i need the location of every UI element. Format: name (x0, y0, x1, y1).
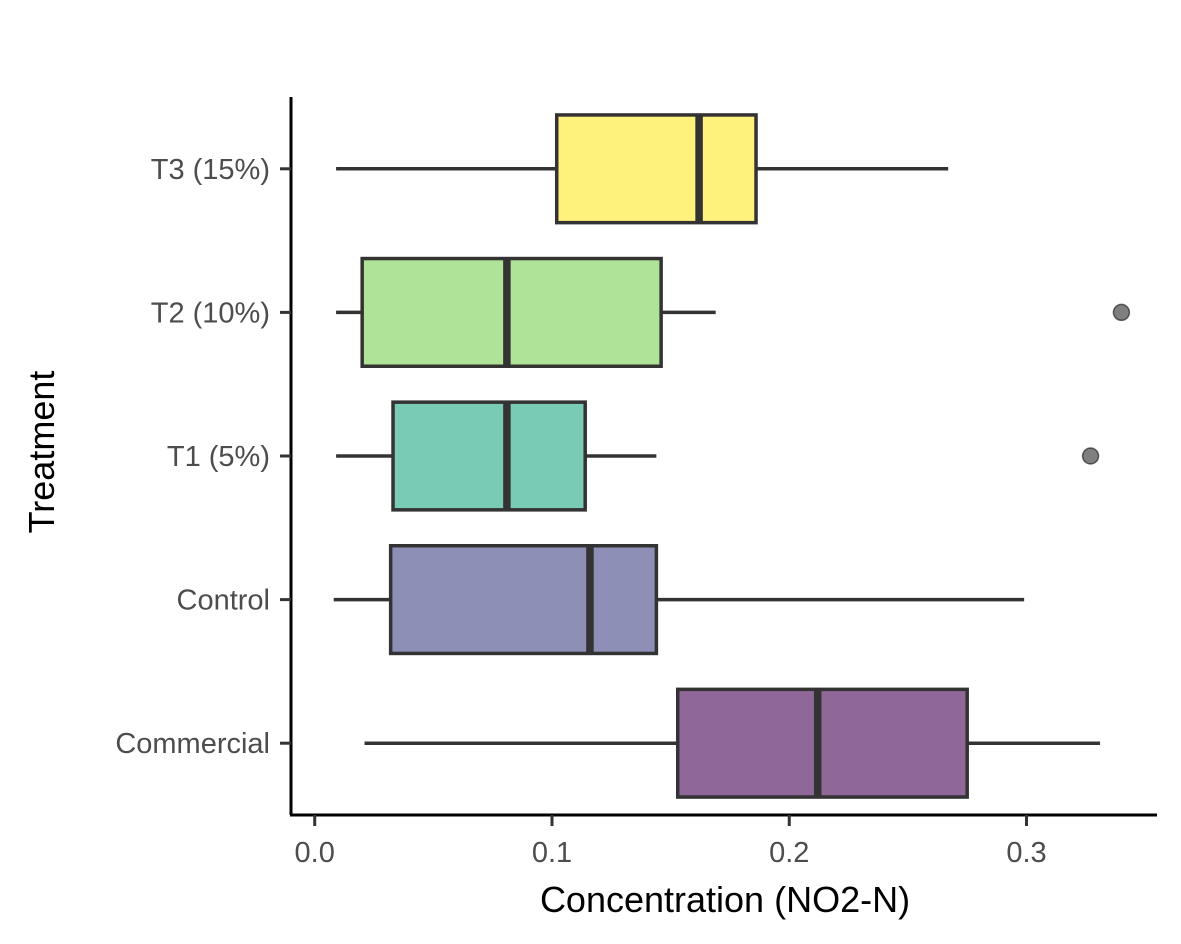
outlier-point (1112, 303, 1131, 322)
y-axis-title: Treatment (21, 371, 62, 534)
box-group (364, 687, 1101, 799)
box-group (333, 544, 1025, 656)
x-axis-title: Concentration (NO2-N) (540, 879, 910, 920)
box (675, 687, 969, 799)
y-axis-ticks: T3 (15%) T2 (10%) T1 (5%) Control Commercial (115, 154, 291, 760)
y-tick-label: Control (177, 585, 271, 617)
box (391, 400, 587, 512)
y-tick-label: Commercial (115, 728, 270, 760)
plot-area (333, 113, 1131, 799)
outlier-point (1081, 447, 1100, 465)
box-group (336, 256, 1131, 368)
box-group (336, 400, 1100, 512)
box (554, 113, 758, 225)
y-tick-label: T2 (10%) (151, 297, 270, 329)
y-tick-label: T1 (5%) (167, 441, 270, 473)
x-axis-ticks: 0.0 0.1 0.2 0.3 (295, 815, 1047, 869)
y-tick-label: T3 (15%) (151, 154, 270, 186)
x-tick-label: 0.3 (1006, 837, 1046, 869)
box (388, 544, 659, 656)
x-tick-label: 0.2 (769, 837, 809, 869)
x-tick-label: 0.1 (532, 837, 572, 869)
box (360, 256, 663, 368)
x-tick-label: 0.0 (295, 837, 335, 869)
box-group (336, 113, 949, 225)
